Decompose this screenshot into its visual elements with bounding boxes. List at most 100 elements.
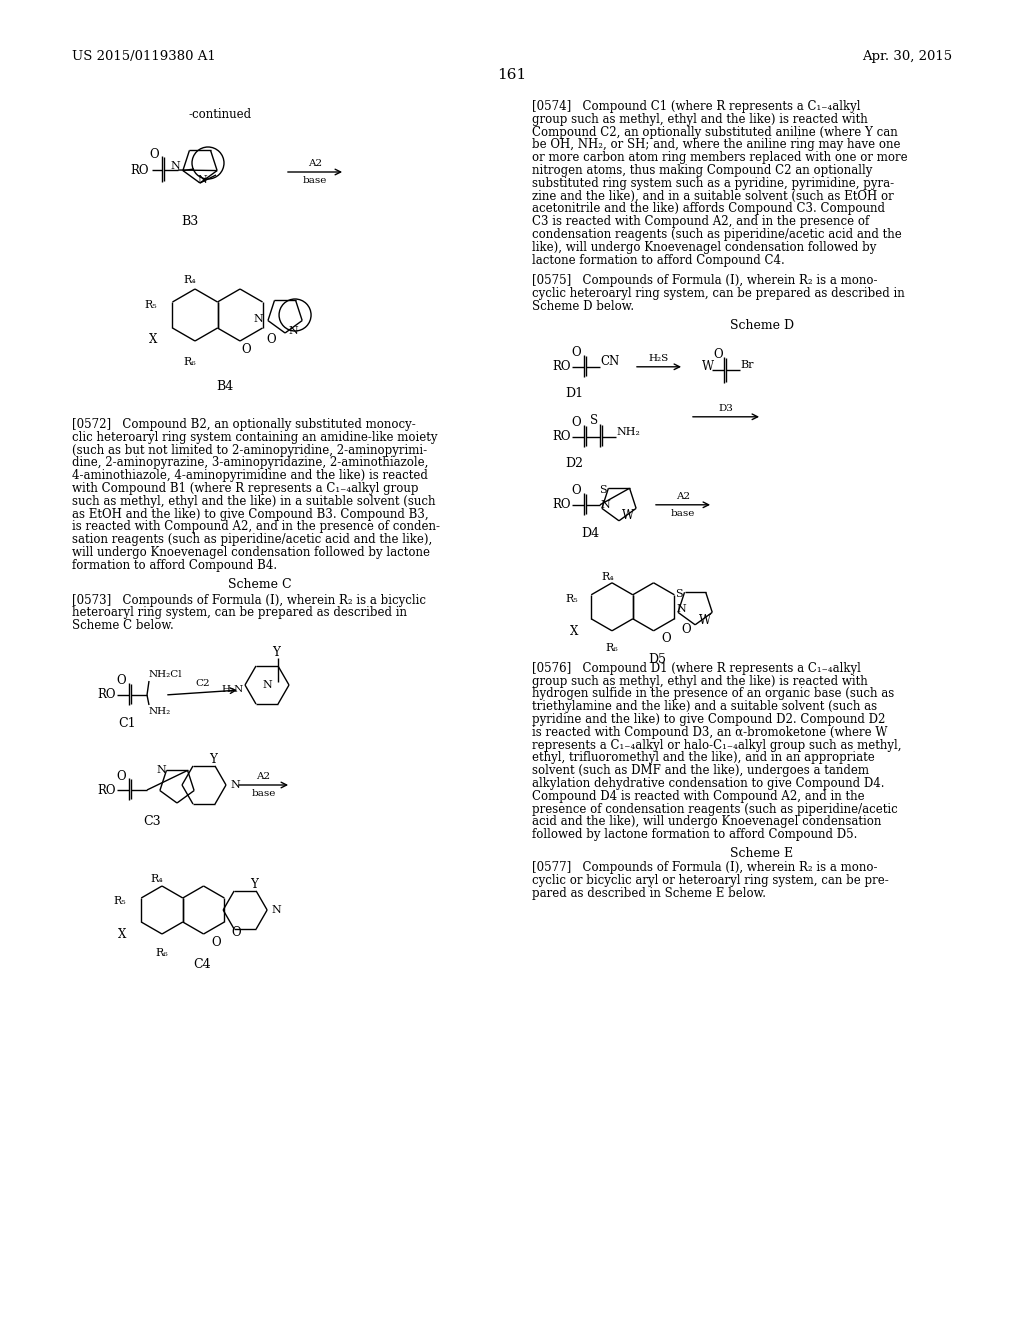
Text: O: O: [116, 770, 126, 783]
Text: CN: CN: [600, 355, 620, 368]
Text: A2: A2: [308, 158, 323, 168]
Text: -continued: -continued: [188, 108, 252, 121]
Text: S: S: [600, 486, 607, 495]
Text: H₂N: H₂N: [221, 685, 244, 694]
Text: R₆: R₆: [183, 356, 197, 367]
Text: zine and the like), and in a suitable solvent (such as EtOH or: zine and the like), and in a suitable so…: [532, 190, 894, 202]
Text: O: O: [571, 484, 581, 498]
Text: condensation reagents (such as piperidine/acetic acid and the: condensation reagents (such as piperidin…: [532, 228, 902, 242]
Text: R₄: R₄: [183, 275, 197, 285]
Text: D3: D3: [719, 404, 733, 413]
Text: [0576]   Compound D1 (where R represents a C₁₋₄alkyl: [0576] Compound D1 (where R represents a…: [532, 661, 861, 675]
Text: 161: 161: [498, 69, 526, 82]
Text: be OH, NH₂, or SH; and, where the aniline ring may have one: be OH, NH₂, or SH; and, where the anilin…: [532, 139, 900, 152]
Text: pared as described in Scheme E below.: pared as described in Scheme E below.: [532, 887, 766, 900]
Text: dine, 2-aminopyrazine, 3-aminopyridazine, 2-aminothiazole,: dine, 2-aminopyrazine, 3-aminopyridazine…: [72, 457, 428, 470]
Text: NH₂: NH₂: [616, 426, 640, 437]
Text: Apr. 30, 2015: Apr. 30, 2015: [862, 50, 952, 63]
Text: C3: C3: [143, 814, 161, 828]
Text: R₆: R₆: [156, 948, 168, 958]
Text: H₂S: H₂S: [649, 354, 669, 363]
Text: Scheme D: Scheme D: [730, 319, 794, 331]
Text: A2: A2: [256, 772, 270, 781]
Text: lactone formation to afford Compound C4.: lactone formation to afford Compound C4.: [532, 253, 784, 267]
Text: N: N: [600, 500, 609, 511]
Text: S: S: [590, 414, 598, 428]
Text: substituted ring system such as a pyridine, pyrimidine, pyra-: substituted ring system such as a pyridi…: [532, 177, 894, 190]
Text: presence of condensation reagents (such as piperidine/acetic: presence of condensation reagents (such …: [532, 803, 898, 816]
Text: O: O: [266, 333, 275, 346]
Text: with Compound B1 (where R represents a C₁₋₄alkyl group: with Compound B1 (where R represents a C…: [72, 482, 419, 495]
Text: R₄: R₄: [151, 874, 164, 884]
Text: RO: RO: [97, 784, 116, 796]
Text: O: O: [150, 149, 159, 161]
Text: alkylation dehydrative condensation to give Compound D4.: alkylation dehydrative condensation to g…: [532, 777, 885, 789]
Text: like), will undergo Knoevenagel condensation followed by: like), will undergo Knoevenagel condensa…: [532, 240, 877, 253]
Text: Scheme C below.: Scheme C below.: [72, 619, 174, 632]
Text: C1: C1: [118, 717, 136, 730]
Text: N: N: [253, 314, 263, 323]
Text: solvent (such as DMF and the like), undergoes a tandem: solvent (such as DMF and the like), unde…: [532, 764, 869, 777]
Text: cyclic or bicyclic aryl or heteroaryl ring system, can be pre-: cyclic or bicyclic aryl or heteroaryl ri…: [532, 874, 889, 887]
Text: N: N: [198, 176, 207, 185]
Text: N: N: [170, 161, 180, 170]
Text: O: O: [571, 346, 581, 359]
Text: triethylamine and the like) and a suitable solvent (such as: triethylamine and the like) and a suitab…: [532, 700, 878, 713]
Text: R₅: R₅: [565, 594, 578, 603]
Text: is reacted with Compound D3, an α-bromoketone (where W: is reacted with Compound D3, an α-bromok…: [532, 726, 888, 739]
Text: C2: C2: [196, 680, 210, 689]
Text: N: N: [230, 780, 240, 789]
Text: US 2015/0119380 A1: US 2015/0119380 A1: [72, 50, 216, 63]
Text: clic heteroaryl ring system containing an amidine-like moiety: clic heteroaryl ring system containing a…: [72, 430, 437, 444]
Text: Compound D4 is reacted with Compound A2, and in the: Compound D4 is reacted with Compound A2,…: [532, 789, 864, 803]
Text: pyridine and the like) to give Compound D2. Compound D2: pyridine and the like) to give Compound …: [532, 713, 886, 726]
Text: D4: D4: [581, 527, 599, 540]
Text: X: X: [569, 624, 578, 638]
Text: W: W: [699, 614, 712, 627]
Text: R₅: R₅: [114, 896, 126, 906]
Text: hydrogen sulfide in the presence of an organic base (such as: hydrogen sulfide in the presence of an o…: [532, 688, 894, 701]
Text: C4: C4: [194, 958, 211, 972]
Text: O: O: [571, 416, 581, 429]
Text: N: N: [157, 766, 166, 775]
Text: D2: D2: [565, 457, 583, 470]
Text: Y: Y: [250, 878, 258, 891]
Text: O: O: [242, 343, 251, 356]
Text: RO: RO: [97, 689, 116, 701]
Text: (such as but not limited to 2-aminopyridine, 2-aminopyrimi-: (such as but not limited to 2-aminopyrid…: [72, 444, 427, 457]
Text: D1: D1: [565, 387, 583, 400]
Text: [0574]   Compound C1 (where R represents a C₁₋₄alkyl: [0574] Compound C1 (where R represents a…: [532, 100, 860, 114]
Text: [0577]   Compounds of Formula (I), wherein R₂ is a mono-: [0577] Compounds of Formula (I), wherein…: [532, 861, 878, 874]
Text: R₅: R₅: [144, 300, 157, 310]
Text: formation to afford Compound B4.: formation to afford Compound B4.: [72, 558, 278, 572]
Text: B4: B4: [216, 380, 233, 393]
Text: NH₂: NH₂: [150, 708, 171, 715]
Text: N: N: [288, 326, 298, 337]
Text: X: X: [148, 333, 157, 346]
Text: D5: D5: [648, 653, 666, 665]
Text: [0572]   Compound B2, an optionally substituted monocy-: [0572] Compound B2, an optionally substi…: [72, 418, 416, 432]
Text: Y: Y: [209, 752, 217, 766]
Text: [0575]   Compounds of Formula (I), wherein R₂ is a mono-: [0575] Compounds of Formula (I), wherein…: [532, 275, 878, 288]
Text: is reacted with Compound A2, and in the presence of conden-: is reacted with Compound A2, and in the …: [72, 520, 440, 533]
Text: 4-aminothiazole, 4-aminopyrimidine and the like) is reacted: 4-aminothiazole, 4-aminopyrimidine and t…: [72, 469, 428, 482]
Text: O: O: [116, 675, 126, 688]
Text: X: X: [118, 928, 126, 941]
Text: base: base: [251, 789, 275, 799]
Text: or more carbon atom ring members replaced with one or more: or more carbon atom ring members replace…: [532, 152, 907, 164]
Text: Br: Br: [740, 360, 754, 370]
Text: W: W: [622, 510, 634, 523]
Text: Compound C2, an optionally substituted aniline (where Y can: Compound C2, an optionally substituted a…: [532, 125, 898, 139]
Text: such as methyl, ethyl and the like) in a suitable solvent (such: such as methyl, ethyl and the like) in a…: [72, 495, 435, 508]
Text: cyclic heteroaryl ring system, can be prepared as described in: cyclic heteroaryl ring system, can be pr…: [532, 288, 905, 300]
Text: base: base: [671, 508, 695, 517]
Text: O: O: [662, 632, 671, 644]
Text: acetonitrile and the like) affords Compound C3. Compound: acetonitrile and the like) affords Compo…: [532, 202, 885, 215]
Text: O: O: [212, 936, 221, 949]
Text: A2: A2: [676, 492, 690, 500]
Text: nitrogen atoms, thus making Compound C2 an optionally: nitrogen atoms, thus making Compound C2 …: [532, 164, 872, 177]
Text: RO: RO: [552, 360, 570, 374]
Text: O: O: [231, 927, 242, 939]
Text: base: base: [303, 176, 328, 185]
Text: N: N: [676, 605, 686, 614]
